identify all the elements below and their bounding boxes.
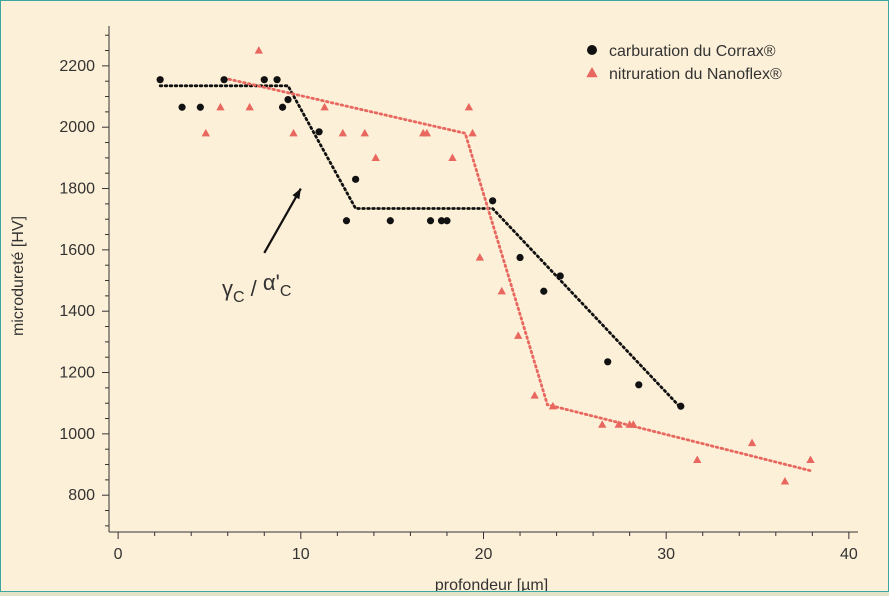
data-point-series-2 [360, 128, 369, 137]
data-point-series-1 [443, 217, 451, 225]
data-point-series-1 [426, 217, 435, 225]
data-point-series-1 [315, 128, 323, 136]
annotation-arrow-shaft [263, 187, 302, 254]
data-point-series-2 [530, 391, 539, 399]
data-point-series-2 [475, 253, 485, 261]
data-point-series-2 [693, 455, 702, 464]
annotation-phase: α' [263, 270, 280, 295]
y-tick-label: 800 [68, 487, 95, 504]
chart-axes: 0 10 20 30 40 800 1000 1200 1400 1600 1800 2000 2200… [10, 26, 858, 594]
data-point-series-2 [448, 153, 457, 161]
data-point-series-2 [371, 153, 380, 161]
data-point-series-2 [598, 420, 607, 428]
annotation-label: γC / α'C [222, 270, 291, 306]
data-point-series-1 [635, 381, 643, 389]
chart-annotation: γC / α'C [222, 187, 302, 306]
data-point-series-1 [220, 76, 228, 84]
y-tick-label: 2000 [59, 119, 95, 136]
data-point-series-2 [464, 102, 474, 111]
annotation-phase-subscript: C [280, 283, 292, 300]
data-point-series-1 [540, 287, 548, 295]
data-point-series-1 [352, 175, 360, 183]
x-tick-label: 20 [475, 546, 493, 563]
legend-label-series-1: carburation du Corrax® [609, 43, 776, 60]
data-point-series-2 [548, 401, 558, 410]
data-point-series-2 [338, 128, 348, 137]
data-point-series-1 [178, 103, 186, 111]
data-point-series-2 [806, 455, 815, 464]
x-tick-label: 30 [657, 546, 675, 563]
data-point-series-1 [196, 103, 204, 111]
data-point-series-1 [284, 96, 292, 104]
data-point-series-1 [489, 197, 497, 205]
x-tick-label: 40 [840, 546, 858, 563]
y-tick-label: 2200 [59, 58, 95, 75]
trend-line-series-2 [222, 76, 812, 473]
data-point-series-2 [320, 102, 329, 111]
x-tick-label: 10 [292, 546, 310, 563]
data-point-series-2 [468, 128, 477, 137]
y-tick-label: 1600 [59, 242, 95, 259]
data-point-series-1 [260, 76, 268, 84]
data-point-series-1 [604, 358, 612, 366]
data-point-series-2 [497, 286, 506, 295]
chart-legend: carburation du Corrax® nitruration du Nan… [586, 43, 782, 83]
data-point-series-2 [216, 102, 225, 111]
data-point-series-2 [514, 331, 523, 339]
legend-marker-series-2 [586, 67, 598, 78]
data-point-series-2 [629, 420, 638, 428]
data-point-series-1 [437, 217, 446, 225]
y-axis-label: microdureté [HV] [10, 216, 27, 336]
data-point-series-1 [273, 76, 281, 84]
data-point-series-2 [201, 128, 211, 137]
data-point-series-1 [677, 402, 685, 410]
data-point-series-2 [245, 102, 254, 111]
y-tick-label: 1200 [59, 365, 95, 382]
data-point-series-1 [278, 103, 287, 111]
data-point-series-2 [254, 46, 263, 54]
data-point-series-2 [289, 128, 298, 137]
data-point-series-1 [556, 272, 564, 280]
trend-line-series-1 [158, 84, 683, 410]
legend-marker-series-1 [587, 45, 597, 55]
data-point-series-2 [747, 438, 757, 447]
annotation-base: γ [222, 276, 233, 301]
data-point-series-2 [422, 128, 432, 137]
x-axis-label: profondeur [µm] [435, 577, 548, 591]
data-point-series-2 [780, 477, 790, 485]
data-point-series-1 [156, 76, 164, 84]
data-point-series-1 [516, 253, 524, 262]
data-point-series-2 [614, 420, 623, 428]
x-tick-label: 0 [114, 546, 123, 563]
y-tick-label: 1000 [59, 426, 95, 443]
chart-marks [156, 46, 815, 485]
annotation-arrowhead [292, 188, 301, 200]
annotation-base-subscript: C [233, 289, 245, 306]
annotation-separator: / [245, 276, 263, 301]
y-tick-label: 1800 [59, 181, 95, 198]
y-tick-label: 1400 [59, 303, 95, 320]
legend-label-series-2: nitruration du Nanoflex® [609, 66, 782, 83]
data-point-series-1 [386, 217, 394, 225]
data-point-series-1 [342, 217, 351, 225]
